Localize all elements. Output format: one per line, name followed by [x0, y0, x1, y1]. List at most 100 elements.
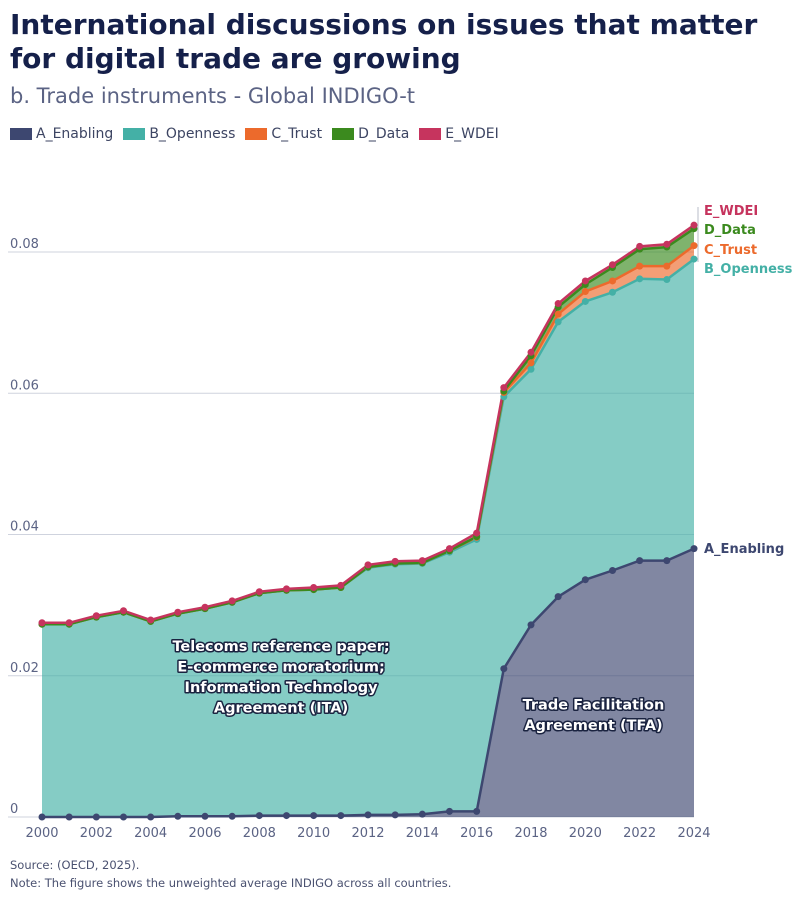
- annotation-1: Telecoms reference paper; E-commerce mora…: [172, 639, 389, 717]
- point-a-enabling[interactable]: [92, 813, 100, 821]
- point-e-wdei[interactable]: [337, 581, 345, 589]
- point-e-wdei[interactable]: [391, 557, 399, 565]
- point-a-enabling[interactable]: [364, 811, 372, 819]
- point-e-wdei[interactable]: [255, 588, 263, 596]
- point-a-enabling[interactable]: [554, 593, 562, 601]
- point-e-wdei[interactable]: [38, 619, 46, 627]
- point-e-wdei[interactable]: [663, 240, 671, 248]
- point-e-wdei[interactable]: [310, 583, 318, 591]
- x-tick-label: 2022: [623, 826, 656, 841]
- point-a-enabling[interactable]: [283, 812, 290, 820]
- point-a-enabling[interactable]: [255, 812, 263, 820]
- legend-item-c-trust[interactable]: C_Trust: [245, 126, 322, 142]
- footer: Source: (OECD, 2025). Note: The figure s…: [10, 856, 451, 892]
- point-layer: [38, 221, 698, 821]
- point-c-trust[interactable]: [663, 262, 671, 270]
- point-b-openness[interactable]: [663, 276, 671, 284]
- point-e-wdei[interactable]: [283, 585, 290, 593]
- point-a-enabling[interactable]: [527, 621, 535, 629]
- point-e-wdei[interactable]: [418, 557, 426, 565]
- point-e-wdei[interactable]: [609, 261, 616, 269]
- point-b-openness[interactable]: [690, 255, 698, 263]
- x-tick-label: 2018: [514, 826, 547, 841]
- point-a-enabling[interactable]: [690, 545, 698, 553]
- point-a-enabling[interactable]: [391, 811, 399, 819]
- point-e-wdei[interactable]: [147, 616, 155, 624]
- point-a-enabling[interactable]: [473, 807, 481, 815]
- legend-swatch-b-openness: [123, 128, 146, 140]
- point-a-enabling[interactable]: [120, 813, 127, 821]
- point-a-enabling[interactable]: [174, 812, 182, 820]
- legend-item-a-enabling[interactable]: A_Enabling: [10, 126, 113, 142]
- point-b-openness[interactable]: [554, 318, 562, 326]
- legend-item-e-wdei[interactable]: E_WDEI: [419, 126, 499, 142]
- point-a-enabling[interactable]: [500, 665, 508, 673]
- x-tick-label: 2024: [677, 826, 710, 841]
- point-e-wdei[interactable]: [500, 384, 508, 392]
- end-label-layer: A_Enabling B_Openness C_Trust D_Data E_WDEI: [697, 204, 793, 557]
- point-a-enabling[interactable]: [337, 812, 345, 820]
- point-c-trust[interactable]: [554, 310, 562, 318]
- area-a-enabling: [42, 548, 694, 817]
- note-text: Note: The figure shows the unweighted av…: [10, 876, 452, 890]
- legend-swatch-e-wdei: [419, 128, 442, 140]
- end-label-e-wdei: E_WDEI: [704, 204, 758, 219]
- point-b-openness[interactable]: [527, 365, 535, 373]
- point-a-enabling[interactable]: [636, 557, 644, 565]
- point-e-wdei[interactable]: [527, 348, 535, 356]
- legend-swatch-a-enabling: [10, 128, 32, 140]
- x-tick-label: 2006: [188, 826, 221, 841]
- point-e-wdei[interactable]: [446, 545, 453, 553]
- point-a-enabling[interactable]: [201, 812, 209, 820]
- legend-item-b-openness[interactable]: B_Openness: [123, 126, 235, 142]
- point-a-enabling[interactable]: [228, 812, 236, 820]
- point-a-enabling[interactable]: [609, 567, 616, 575]
- area-b-openness: [42, 259, 694, 818]
- point-a-enabling[interactable]: [418, 810, 426, 818]
- point-b-openness[interactable]: [609, 288, 616, 296]
- point-e-wdei[interactable]: [690, 221, 698, 229]
- x-tick-label: 2000: [25, 826, 58, 841]
- legend-label-d-data: D_Data: [358, 126, 410, 142]
- legend-label-a-enabling: A_Enabling: [36, 126, 114, 142]
- area-d-data: [42, 228, 694, 625]
- point-a-enabling[interactable]: [65, 813, 73, 821]
- point-b-openness[interactable]: [581, 297, 589, 305]
- point-c-trust[interactable]: [690, 242, 698, 250]
- point-e-wdei[interactable]: [364, 561, 372, 569]
- x-tick-label: 2020: [569, 826, 602, 841]
- point-e-wdei[interactable]: [581, 277, 589, 285]
- y-tick-label: 0.08: [10, 237, 39, 252]
- x-tick-label: 2002: [80, 826, 113, 841]
- point-a-enabling[interactable]: [663, 557, 671, 565]
- point-a-enabling[interactable]: [310, 812, 318, 820]
- point-e-wdei[interactable]: [174, 608, 182, 616]
- point-a-enabling[interactable]: [38, 813, 46, 821]
- point-c-trust[interactable]: [609, 277, 616, 285]
- point-e-wdei[interactable]: [201, 603, 209, 611]
- legend-swatch-d-data: [332, 128, 355, 140]
- point-e-wdei[interactable]: [92, 612, 100, 620]
- point-e-wdei[interactable]: [228, 597, 236, 605]
- point-a-enabling[interactable]: [581, 576, 589, 584]
- x-tick-label: 2004: [134, 826, 167, 841]
- legend-item-d-data[interactable]: D_Data: [332, 126, 409, 142]
- point-a-enabling[interactable]: [446, 807, 453, 815]
- point-b-openness[interactable]: [636, 275, 644, 283]
- point-c-trust[interactable]: [581, 288, 589, 296]
- point-e-wdei[interactable]: [473, 529, 481, 537]
- y-tick-label: 0.04: [10, 520, 39, 535]
- point-e-wdei[interactable]: [636, 242, 644, 250]
- point-a-enabling[interactable]: [147, 813, 155, 821]
- point-c-trust[interactable]: [636, 262, 644, 270]
- point-e-wdei[interactable]: [120, 607, 127, 615]
- y-tick-label: 0.02: [10, 661, 39, 676]
- end-label-c-trust: C_Trust: [704, 243, 757, 258]
- point-e-wdei[interactable]: [554, 300, 562, 308]
- end-label-d-data: D_Data: [704, 223, 756, 238]
- annotation-layer: Telecoms reference paper; E-commerce mora…: [171, 638, 666, 736]
- stacked-area-chart: Telecoms reference paper; E-commerce mora…: [8, 204, 793, 841]
- point-c-trust[interactable]: [527, 359, 535, 367]
- point-e-wdei[interactable]: [65, 619, 73, 627]
- chart-subtitle: b. Trade instruments - Global INDIGO-t: [10, 84, 416, 108]
